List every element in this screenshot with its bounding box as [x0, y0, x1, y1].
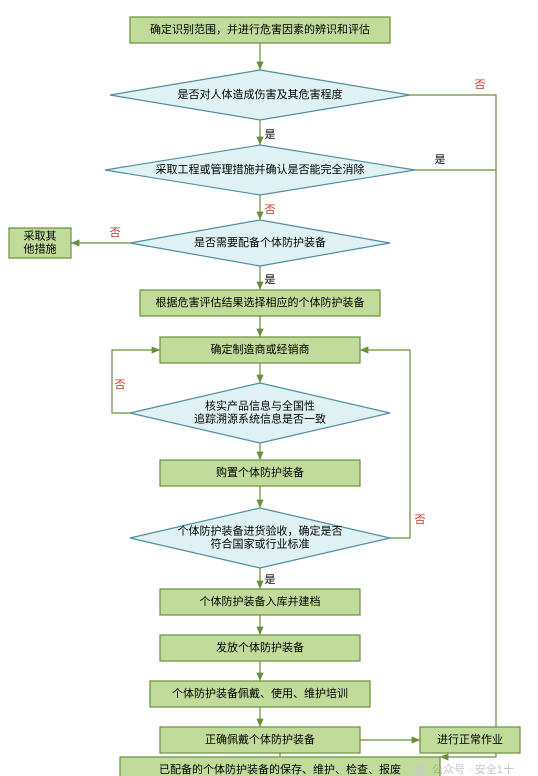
process-node: 个体防护装备佩戴、使用、维护培训 [150, 681, 370, 707]
decision-node: 是否需要配备个体防护装备 [130, 220, 390, 266]
process-node: 采取其他措施 [9, 228, 71, 258]
edge-label: 否 [265, 204, 276, 216]
edge-label: 否 [115, 379, 126, 391]
edge-label: 是 [265, 273, 276, 286]
process-node: 进行正常作业 [420, 727, 520, 753]
node-label: 个体防护装备入库并建档 [200, 594, 321, 608]
process-node: 根据危害评估结果选择相应的个体防护装备 [140, 290, 380, 316]
node-label: 是否需要配备个体防护装备 [194, 235, 326, 249]
edge-label: 是 [265, 128, 276, 141]
node-label: 是否对人体造成伤害及其危害程度 [178, 87, 343, 101]
edge-label: 是 [265, 573, 276, 586]
node-label: 确定制造商或经销商 [211, 342, 310, 356]
decision-node: 个体防护装备进货验收，确定是否符合国家或行业标准 [130, 508, 390, 568]
edge-label: 否 [475, 79, 486, 91]
flow-edge [360, 350, 410, 538]
process-node: 已配备的个体防护装备的保存、维护、检查、报废 [120, 757, 440, 776]
process-node: 正确佩戴个体防护装备 [160, 727, 360, 753]
process-node: 购置个体防护装备 [160, 460, 360, 486]
node-label: 根据危害评估结果选择相应的个体防护装备 [156, 295, 365, 309]
node-label: 发放个体防护装备 [216, 640, 304, 654]
node-label: 个体防护装备佩戴、使用、维护培训 [172, 686, 348, 700]
node-label: 购置个体防护装备 [216, 465, 304, 479]
process-node: 确定识别范围，并进行危害因素的辨识和评估 [130, 17, 390, 43]
node-label: 进行正常作业 [437, 733, 503, 746]
node-label: 正确佩戴个体防护装备 [205, 732, 315, 746]
edge-label: 是 [435, 153, 446, 166]
watermark-text: 公众号 · 安全1十 [432, 762, 514, 776]
flow-edge [410, 95, 496, 757]
decision-node: 是否对人体造成伤害及其危害程度 [110, 70, 410, 120]
node-label: 采取工程或管理措施并确认是否能完全消除 [156, 162, 365, 176]
node-label: 确定识别范围，并进行危害因素的辨识和评估 [150, 22, 370, 36]
edge-label: 否 [110, 227, 121, 239]
decision-node: 采取工程或管理措施并确认是否能完全消除 [105, 145, 415, 195]
decision-node: 核实产品信息与全国性追踪溯源系统信息是否一致 [130, 383, 390, 443]
node-label: 已配备的个体防护装备的保存、维护、检查、报废 [159, 762, 401, 776]
process-node: 个体防护装备入库并建档 [160, 589, 360, 615]
process-node: 发放个体防护装备 [160, 635, 360, 661]
edge-label: 否 [415, 514, 426, 526]
process-node: 确定制造商或经销商 [160, 337, 360, 363]
node-label: 核实产品信息与全国性追踪溯源系统信息是否一致 [194, 398, 326, 425]
